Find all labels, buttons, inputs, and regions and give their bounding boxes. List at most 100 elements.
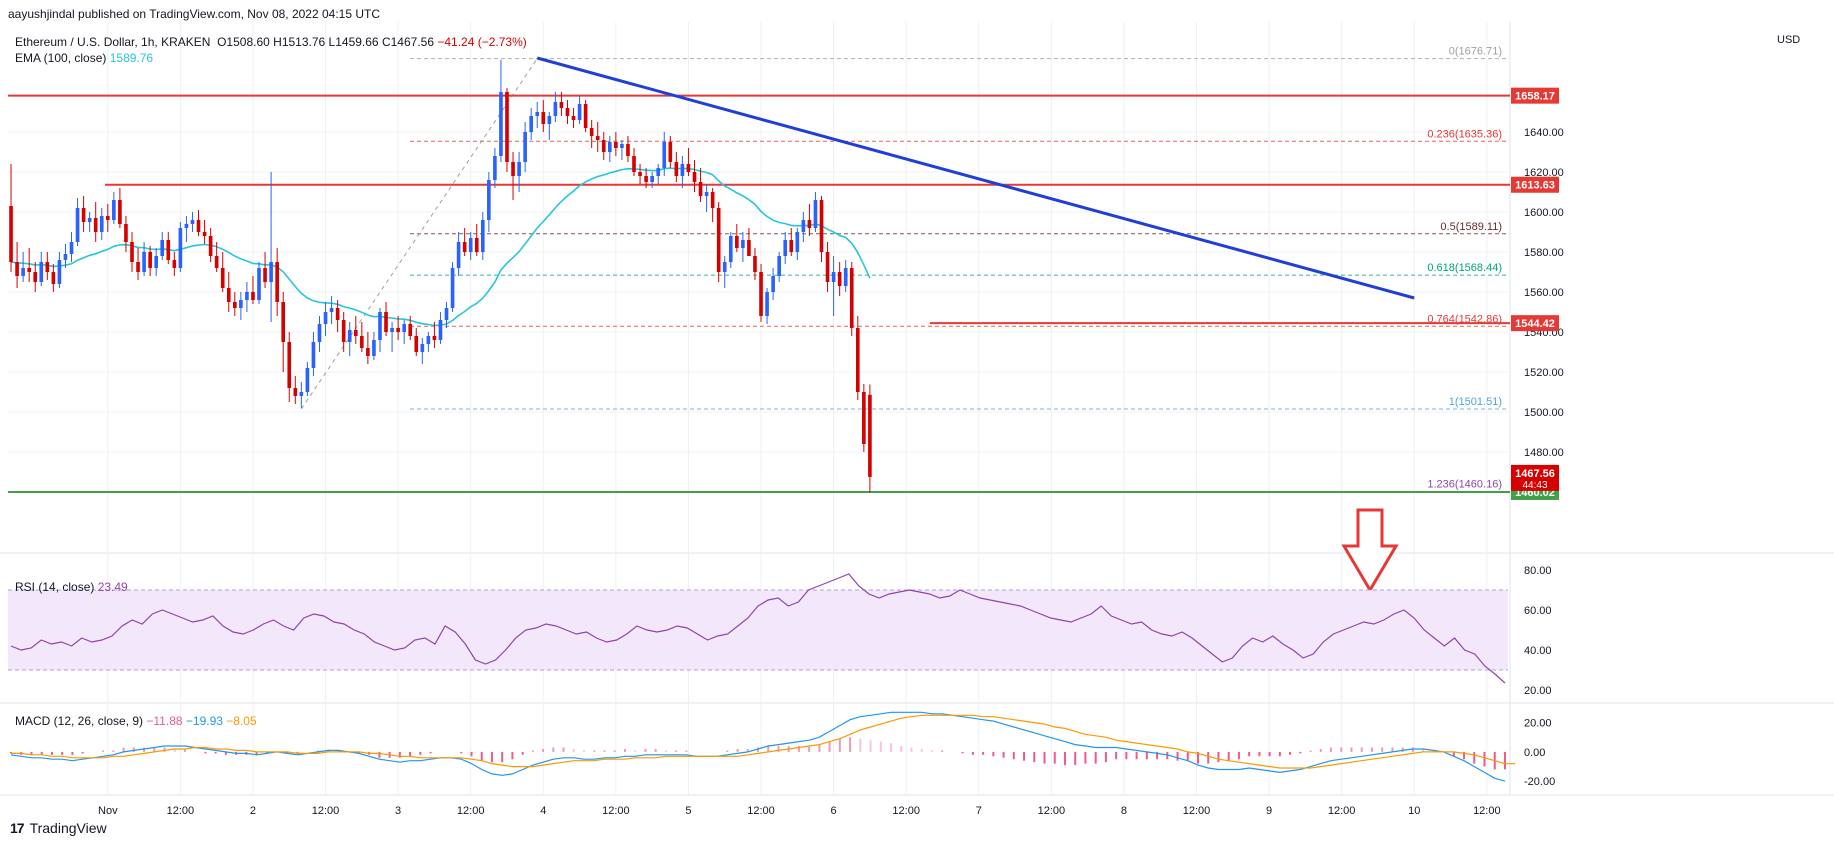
candle-body[interactable] bbox=[341, 320, 346, 342]
candle-body[interactable] bbox=[632, 156, 636, 172]
candle-body[interactable] bbox=[517, 162, 521, 176]
candle-body[interactable] bbox=[487, 180, 491, 220]
candle-body[interactable] bbox=[33, 272, 38, 282]
candle-body[interactable] bbox=[692, 172, 697, 182]
candle-body[interactable] bbox=[142, 252, 146, 272]
candle-body[interactable] bbox=[81, 208, 86, 222]
candle-body[interactable] bbox=[402, 324, 406, 332]
candle-body[interactable] bbox=[166, 240, 171, 260]
candle-body[interactable] bbox=[63, 254, 68, 260]
candle-body[interactable] bbox=[299, 392, 304, 396]
candle-body[interactable] bbox=[831, 272, 836, 282]
candle-body[interactable] bbox=[444, 308, 449, 320]
candle-body[interactable] bbox=[710, 192, 715, 208]
candle-body[interactable] bbox=[608, 142, 612, 152]
candle-body[interactable] bbox=[813, 200, 818, 228]
candle-body[interactable] bbox=[474, 238, 479, 252]
candle-body[interactable] bbox=[251, 292, 255, 300]
candle-body[interactable] bbox=[674, 162, 679, 176]
candle-body[interactable] bbox=[105, 216, 110, 220]
candle-body[interactable] bbox=[583, 104, 588, 128]
candle-body[interactable] bbox=[825, 252, 830, 282]
candle-body[interactable] bbox=[214, 256, 219, 268]
candle-body[interactable] bbox=[868, 394, 872, 477]
candle-body[interactable] bbox=[505, 92, 509, 162]
candle-body[interactable] bbox=[9, 206, 13, 262]
candle-body[interactable] bbox=[541, 112, 546, 124]
candle-body[interactable] bbox=[87, 218, 92, 222]
candle-body[interactable] bbox=[51, 272, 56, 284]
candle-body[interactable] bbox=[353, 330, 358, 336]
candle-body[interactable] bbox=[21, 268, 25, 276]
candle-body[interactable] bbox=[245, 292, 249, 300]
candle-body[interactable] bbox=[589, 128, 594, 136]
candle-body[interactable] bbox=[716, 208, 721, 272]
candle-body[interactable] bbox=[462, 242, 467, 252]
candle-body[interactable] bbox=[93, 218, 98, 232]
candle-body[interactable] bbox=[662, 142, 667, 168]
candle-body[interactable] bbox=[795, 232, 800, 252]
candle-body[interactable] bbox=[620, 144, 624, 148]
candle-body[interactable] bbox=[378, 312, 382, 340]
candle-body[interactable] bbox=[759, 272, 763, 316]
candle-body[interactable] bbox=[384, 312, 388, 332]
candle-body[interactable] bbox=[783, 240, 788, 256]
candle-body[interactable] bbox=[862, 392, 866, 444]
candle-body[interactable] bbox=[601, 140, 606, 152]
candle-body[interactable] bbox=[317, 324, 322, 342]
candle-body[interactable] bbox=[747, 240, 751, 256]
candle-body[interactable] bbox=[595, 136, 600, 140]
candle-body[interactable] bbox=[638, 172, 642, 176]
candle-body[interactable] bbox=[57, 260, 62, 284]
candle-body[interactable] bbox=[172, 260, 177, 268]
candle-body[interactable] bbox=[650, 176, 654, 182]
candle-body[interactable] bbox=[275, 262, 279, 302]
candle-body[interactable] bbox=[323, 312, 328, 324]
candle-body[interactable] bbox=[511, 162, 515, 176]
candle-body[interactable] bbox=[226, 288, 231, 302]
candle-body[interactable] bbox=[837, 272, 842, 286]
candle-body[interactable] bbox=[686, 164, 691, 172]
candle-body[interactable] bbox=[366, 348, 370, 356]
candle-body[interactable] bbox=[112, 200, 116, 220]
candle-body[interactable] bbox=[287, 342, 292, 388]
candle-body[interactable] bbox=[220, 268, 225, 288]
candle-body[interactable] bbox=[722, 262, 727, 272]
candle-body[interactable] bbox=[493, 156, 497, 180]
candle-body[interactable] bbox=[15, 262, 19, 276]
candle-body[interactable] bbox=[190, 220, 195, 224]
candle-body[interactable] bbox=[547, 116, 552, 124]
candle-body[interactable] bbox=[456, 242, 461, 268]
candle-body[interactable] bbox=[311, 342, 316, 368]
candle-body[interactable] bbox=[819, 200, 824, 252]
candle-body[interactable] bbox=[335, 308, 340, 320]
candle-body[interactable] bbox=[396, 328, 400, 332]
candle-body[interactable] bbox=[420, 344, 425, 352]
candle-body[interactable] bbox=[789, 240, 794, 252]
candle-body[interactable] bbox=[69, 242, 74, 254]
candle-body[interactable] bbox=[329, 308, 334, 312]
candle-body[interactable] bbox=[233, 302, 237, 308]
candle-body[interactable] bbox=[257, 268, 261, 300]
candle-body[interactable] bbox=[849, 268, 854, 328]
candle-body[interactable] bbox=[680, 164, 685, 176]
candle-body[interactable] bbox=[735, 236, 739, 248]
candle-body[interactable] bbox=[438, 320, 443, 340]
candle-body[interactable] bbox=[426, 336, 431, 344]
candle-body[interactable] bbox=[432, 336, 437, 340]
candle-body[interactable] bbox=[771, 276, 775, 292]
candle-body[interactable] bbox=[281, 302, 286, 342]
candle-body[interactable] bbox=[75, 208, 80, 242]
candle-body[interactable] bbox=[293, 388, 298, 396]
candle-body[interactable] bbox=[39, 262, 44, 282]
candle-body[interactable] bbox=[130, 242, 134, 262]
candle-body[interactable] bbox=[408, 324, 413, 336]
candle-body[interactable] bbox=[559, 102, 564, 108]
candle-body[interactable] bbox=[553, 102, 558, 116]
candle-body[interactable] bbox=[535, 112, 540, 116]
candle-body[interactable] bbox=[728, 236, 733, 262]
candle-body[interactable] bbox=[263, 268, 267, 282]
candle-body[interactable] bbox=[741, 240, 745, 248]
candle-body[interactable] bbox=[372, 340, 376, 356]
